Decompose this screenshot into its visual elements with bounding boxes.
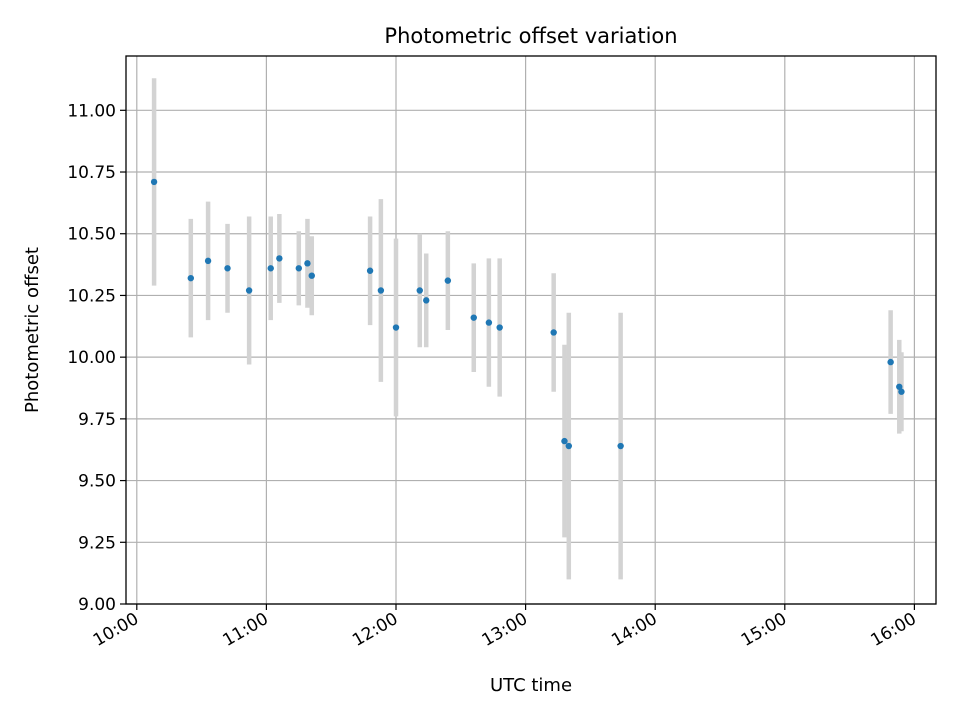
y-tick-label: 9.25 xyxy=(78,533,116,553)
plot-frame xyxy=(125,55,937,605)
x-axis-label: UTC time xyxy=(490,675,572,696)
data-point xyxy=(392,324,400,331)
y-tick-label: 10.50 xyxy=(67,225,116,245)
data-point xyxy=(485,319,493,326)
y-tick-label: 10.75 xyxy=(67,163,116,183)
x-tick-label: 15:00 xyxy=(738,609,790,651)
x-tick-label: 13:00 xyxy=(479,609,531,651)
data-point xyxy=(308,272,315,279)
data-point xyxy=(887,358,894,366)
x-tick-label: 16:00 xyxy=(867,609,919,651)
data-point xyxy=(267,265,274,272)
y-tick-label: 9.00 xyxy=(78,595,116,615)
x-tick-label: 14:00 xyxy=(608,609,660,651)
data-point xyxy=(377,287,385,294)
y-tick-label: 10.25 xyxy=(67,286,116,306)
data-point xyxy=(304,260,311,267)
data-point xyxy=(245,287,253,294)
data-point xyxy=(224,265,231,272)
data-point xyxy=(565,442,572,450)
data-point xyxy=(898,388,905,395)
data-point xyxy=(366,267,374,274)
data-point xyxy=(150,178,158,186)
data-point xyxy=(204,257,212,265)
data-point xyxy=(276,255,283,262)
data-point xyxy=(444,277,452,284)
data-point xyxy=(561,437,568,445)
y-axis-label: Photometric offset xyxy=(22,247,43,413)
y-tick-label: 9.50 xyxy=(78,472,116,492)
x-tick-label: 10:00 xyxy=(90,609,142,651)
axis-ticks: 10:00 11:00 12:00 13:00 14:00 15:00 16:00 9.00 9… xyxy=(67,101,920,651)
x-tick-label: 12:00 xyxy=(349,609,401,651)
data-point xyxy=(470,314,477,321)
y-tick-label: 10.00 xyxy=(67,348,116,368)
data-point xyxy=(617,442,624,450)
y-tick-label: 9.75 xyxy=(78,410,116,430)
data-point xyxy=(896,383,903,390)
data-point xyxy=(550,329,557,336)
y-tick-label: 11.00 xyxy=(67,101,116,121)
chart-title: Photometric offset variation xyxy=(384,24,677,48)
data-point xyxy=(496,324,503,331)
data-point xyxy=(295,265,302,272)
data-points xyxy=(150,178,905,450)
grid xyxy=(126,56,936,605)
data-point xyxy=(187,274,194,282)
data-point xyxy=(423,297,430,304)
x-tick-label: 11:00 xyxy=(219,609,271,651)
data-point xyxy=(416,287,423,294)
